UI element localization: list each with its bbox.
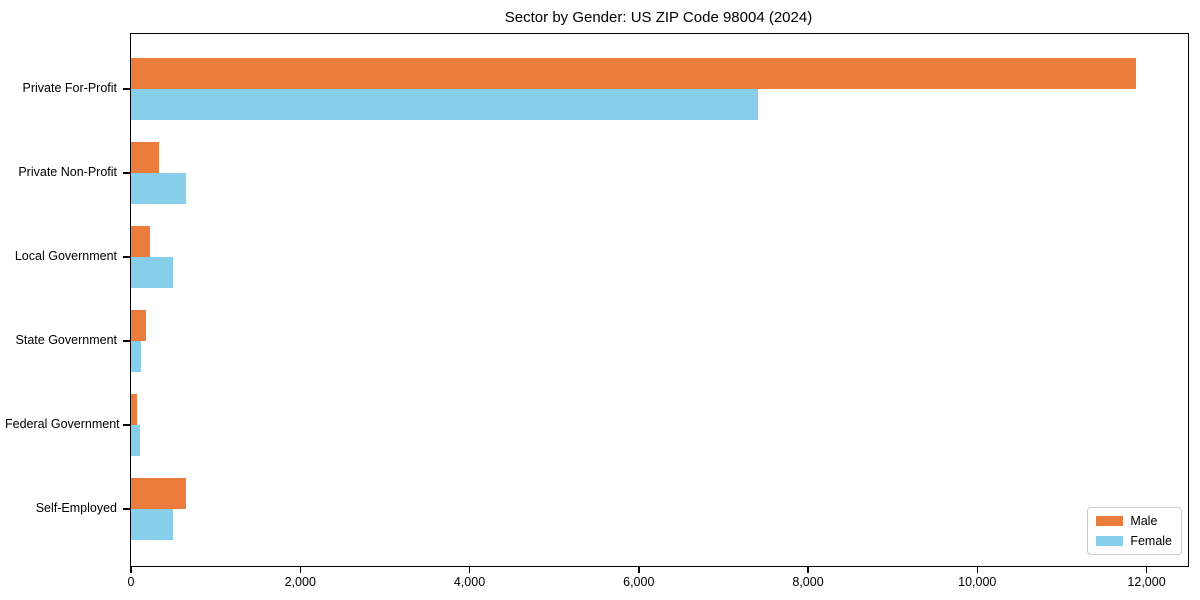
legend-label-female: Female [1130,534,1172,548]
x-tick-mark [299,566,301,573]
x-tick-mark [976,566,979,573]
bar-female [131,89,759,120]
legend-label-male: Male [1130,514,1158,528]
bar-female [131,257,173,288]
y-tick-label: State Government [15,333,117,347]
x-tick-mark [468,566,471,573]
bar-male [131,226,150,257]
x-tick-mark [130,566,132,573]
x-tick-label: 2,000 [284,575,316,589]
x-tick-label: 8,000 [792,575,824,589]
bar-male [131,142,159,173]
legend-item-male: Male [1096,513,1172,529]
y-tick-mark [123,340,130,342]
bar-female [131,173,186,204]
y-tick-mark [123,508,130,510]
legend-item-female: Female [1096,533,1172,549]
bar-male [131,58,1137,89]
x-tick-mark [1145,566,1148,573]
y-tick-mark [123,256,130,258]
x-tick-label: 6,000 [623,575,655,589]
male-swatch-icon [1096,516,1124,526]
y-tick-mark [123,88,130,90]
y-tick-label: Private Non-Profit [18,165,117,179]
legend: Male Female [1087,507,1182,555]
y-tick-mark [123,424,130,426]
bar-female [131,425,141,456]
x-tick-label: 4,000 [453,575,486,589]
female-swatch-icon [1096,536,1124,546]
y-tick-label: Local Government [14,249,117,263]
y-tick-label: Self-Employed [35,501,117,515]
x-tick-label: 0 [127,575,135,589]
plot-area: Male Female Private For-Profit Private No… [5,33,1189,589]
bar-male [131,394,138,425]
bar-male [131,478,187,509]
x-tick-label: 10,000 [958,575,997,589]
x-tick-mark [807,566,809,573]
bar-female [131,509,173,540]
x-tick-mark [638,566,640,573]
y-tick-label: Private For-Profit [22,81,117,95]
bar-female [131,341,142,372]
bar-male [131,310,147,341]
y-tick-label: Federal Government [5,417,120,431]
y-tick-mark [123,172,130,174]
x-tick-label: 12,000 [1127,575,1166,589]
chart-title: Sector by Gender: US ZIP Code 98004 (202… [504,9,813,26]
